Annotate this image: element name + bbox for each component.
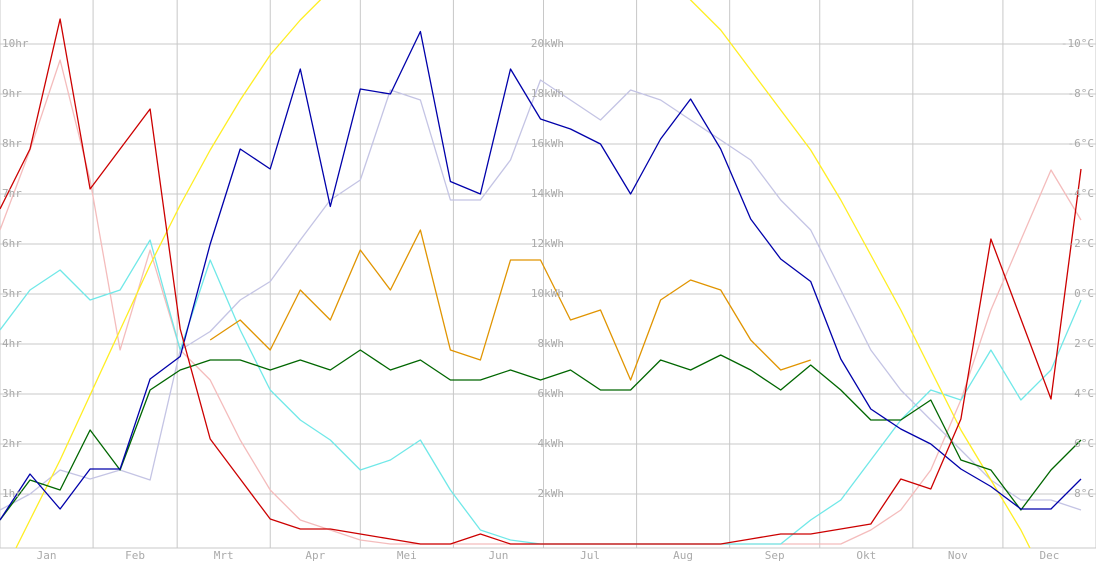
series-line	[15, 0, 1031, 548]
y-tick-label: 3hr	[2, 387, 22, 400]
y3-tick-label: -6°C	[1068, 137, 1095, 150]
y-tick-label: 1hr	[2, 487, 22, 500]
x-tick-label: Jan	[37, 549, 57, 562]
y2-tick-label: 2kWh	[538, 487, 565, 500]
y2-tick-label: 10kWh	[531, 287, 564, 300]
y3-tick-label: 2°C	[1074, 337, 1094, 350]
y-tick-label: 6hr	[2, 237, 22, 250]
y3-tick-label: -10°C	[1061, 37, 1094, 50]
y2-tick-label: 20kWh	[531, 37, 564, 50]
series-line	[0, 30, 1082, 521]
series-line	[0, 349, 1082, 521]
y2-tick-label: 12kWh	[531, 237, 564, 250]
x-tick-label: Apr	[305, 549, 325, 562]
y-tick-label: 10hr	[2, 37, 29, 50]
y2-tick-label: 16kWh	[531, 137, 564, 150]
y-tick-label: 2hr	[2, 437, 22, 450]
series-line	[0, 18, 1082, 545]
x-tick-label: Jun	[489, 549, 509, 562]
y3-tick-label: 0°C	[1074, 287, 1094, 300]
y3-tick-label: -8°C	[1068, 87, 1095, 100]
y3-tick-label: 6°C	[1074, 437, 1094, 450]
y2-tick-label: 4kWh	[538, 437, 565, 450]
y-tick-label: 9hr	[2, 87, 22, 100]
y3-tick-label: 4°C	[1074, 387, 1094, 400]
y3-tick-label: -2°C	[1068, 237, 1095, 250]
series-line	[209, 229, 811, 381]
y3-tick-label: -4°C	[1068, 187, 1095, 200]
x-tick-label: Okt	[856, 549, 876, 562]
y2-tick-label: 8kWh	[538, 337, 565, 350]
x-tick-label: Nov	[948, 549, 968, 562]
y2-tick-label: 14kWh	[531, 187, 564, 200]
x-tick-label: Aug	[673, 549, 693, 562]
y-tick-label: 8hr	[2, 137, 22, 150]
y3-tick-label: 8°C	[1074, 487, 1094, 500]
x-tick-label: Jul	[580, 549, 600, 562]
x-tick-label: Dec	[1040, 549, 1060, 562]
y2-tick-label: 6kWh	[538, 387, 565, 400]
y-tick-label: 5hr	[2, 287, 22, 300]
x-tick-label: Mei	[397, 549, 417, 562]
y-tick-label: 4hr	[2, 337, 22, 350]
x-tick-label: Sep	[765, 549, 785, 562]
x-tick-label: Mrt	[214, 549, 234, 562]
x-tick-label: Feb	[125, 549, 145, 562]
y2-tick-label: 18kWh	[531, 87, 564, 100]
y-tick-label: 7hr	[2, 187, 22, 200]
